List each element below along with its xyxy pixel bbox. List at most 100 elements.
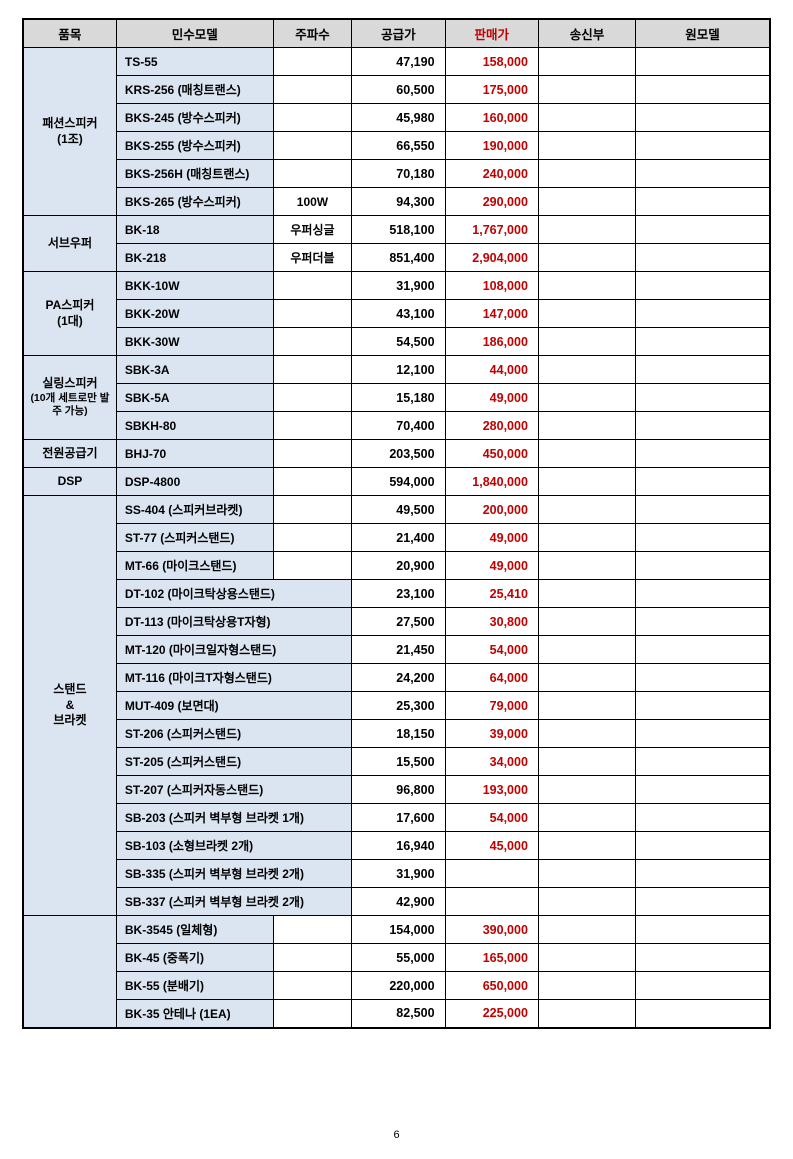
model-cell: DSP-4800 [116,468,273,496]
original-model-cell [636,132,770,160]
transmitter-cell [538,328,635,356]
model-cell: ST-205 (스피커스탠드) [116,748,351,776]
frequency-cell [273,104,351,132]
table-row: MT-66 (마이크스탠드)20,90049,000 [23,552,770,580]
model-cell: ST-77 (스피커스탠드) [116,524,273,552]
frequency-cell [273,468,351,496]
supply-price-cell: 12,100 [352,356,445,384]
frequency-cell [273,972,351,1000]
original-model-cell [636,832,770,860]
supply-price-cell: 21,400 [352,524,445,552]
model-cell: SBKH-80 [116,412,273,440]
transmitter-cell [538,776,635,804]
frequency-cell [273,160,351,188]
supply-price-cell: 96,800 [352,776,445,804]
supply-price-cell: 31,900 [352,860,445,888]
supply-price-cell: 18,150 [352,720,445,748]
category-cell: DSP [23,468,116,496]
table-row: SB-203 (스피커 벽부형 브라켓 1개)17,60054,000 [23,804,770,832]
sale-price-cell: 225,000 [445,1000,538,1028]
supply-price-cell: 203,500 [352,440,445,468]
original-model-cell [636,972,770,1000]
sale-price-cell: 158,000 [445,48,538,76]
original-model-cell [636,776,770,804]
original-model-cell [636,328,770,356]
table-row: SB-335 (스피커 벽부형 브라켓 2개)31,900 [23,860,770,888]
original-model-cell [636,76,770,104]
sale-price-cell: 49,000 [445,524,538,552]
supply-price-cell: 16,940 [352,832,445,860]
original-model-cell [636,1000,770,1028]
transmitter-cell [538,692,635,720]
table-row: BK-45 (중폭기)55,000165,000 [23,944,770,972]
transmitter-cell [538,132,635,160]
supply-price-cell: 20,900 [352,552,445,580]
original-model-cell [636,720,770,748]
table-row: BKS-245 (방수스피커)45,980160,000 [23,104,770,132]
model-cell: BK-55 (분배기) [116,972,273,1000]
transmitter-cell [538,384,635,412]
transmitter-cell [538,272,635,300]
frequency-cell [273,944,351,972]
table-row: SB-337 (스피커 벽부형 브라켓 2개)42,900 [23,888,770,916]
original-model-cell [636,356,770,384]
sale-price-cell: 190,000 [445,132,538,160]
table-row: BK-35 안테나 (1EA)82,500225,000 [23,1000,770,1028]
supply-price-cell: 851,400 [352,244,445,272]
table-row: ST-205 (스피커스탠드)15,50034,000 [23,748,770,776]
model-cell: TS-55 [116,48,273,76]
sale-price-cell: 1,767,000 [445,216,538,244]
header-frequency: 주파수 [273,19,351,48]
table-row: DT-102 (마이크탁상용스탠드)23,10025,410 [23,580,770,608]
supply-price-cell: 45,980 [352,104,445,132]
sale-price-cell: 390,000 [445,916,538,944]
transmitter-cell [538,468,635,496]
table-row: MT-116 (마이크T자형스탠드)24,20064,000 [23,664,770,692]
sale-price-cell: 193,000 [445,776,538,804]
table-row: ST-77 (스피커스탠드) 21,40049,000 [23,524,770,552]
frequency-cell [273,384,351,412]
model-cell: SB-335 (스피커 벽부형 브라켓 2개) [116,860,351,888]
table-row: 전원공급기BHJ-70203,500450,000 [23,440,770,468]
supply-price-cell: 154,000 [352,916,445,944]
original-model-cell [636,748,770,776]
supply-price-cell: 66,550 [352,132,445,160]
sale-price-cell: 147,000 [445,300,538,328]
transmitter-cell [538,552,635,580]
sale-price-cell: 64,000 [445,664,538,692]
table-row: DT-113 (마이크탁상용T자형)27,50030,800 [23,608,770,636]
original-model-cell [636,580,770,608]
table-row: KRS-256 (매칭트랜스)60,500175,000 [23,76,770,104]
category-cell: 스탠드&브라켓 [23,496,116,916]
frequency-cell: 100W [273,188,351,216]
sale-price-cell: 175,000 [445,76,538,104]
sale-price-cell: 290,000 [445,188,538,216]
supply-price-cell: 31,900 [352,272,445,300]
model-cell: BK-18 [116,216,273,244]
original-model-cell [636,468,770,496]
sale-price-cell: 200,000 [445,496,538,524]
model-cell: ST-207 (스피커자동스탠드) [116,776,351,804]
sale-price-cell: 44,000 [445,356,538,384]
original-model-cell [636,916,770,944]
supply-price-cell: 27,500 [352,608,445,636]
transmitter-cell [538,636,635,664]
table-row: BKS-265 (방수스피커)100W94,300290,000 [23,188,770,216]
model-cell: BKS-265 (방수스피커) [116,188,273,216]
model-cell: SB-103 (소형브라켓 2개) [116,832,351,860]
original-model-cell [636,48,770,76]
model-cell: SB-337 (스피커 벽부형 브라켓 2개) [116,888,351,916]
supply-price-cell: 518,100 [352,216,445,244]
transmitter-cell [538,188,635,216]
model-cell: BKK-20W [116,300,273,328]
supply-price-cell: 55,000 [352,944,445,972]
transmitter-cell [538,496,635,524]
supply-price-cell: 49,500 [352,496,445,524]
frequency-cell [273,524,351,552]
original-model-cell [636,384,770,412]
table-row: ST-207 (스피커자동스탠드)96,800193,000 [23,776,770,804]
category-cell [23,916,116,1028]
transmitter-cell [538,356,635,384]
sale-price-cell [445,888,538,916]
table-row: MT-120 (마이크일자형스탠드)21,45054,000 [23,636,770,664]
